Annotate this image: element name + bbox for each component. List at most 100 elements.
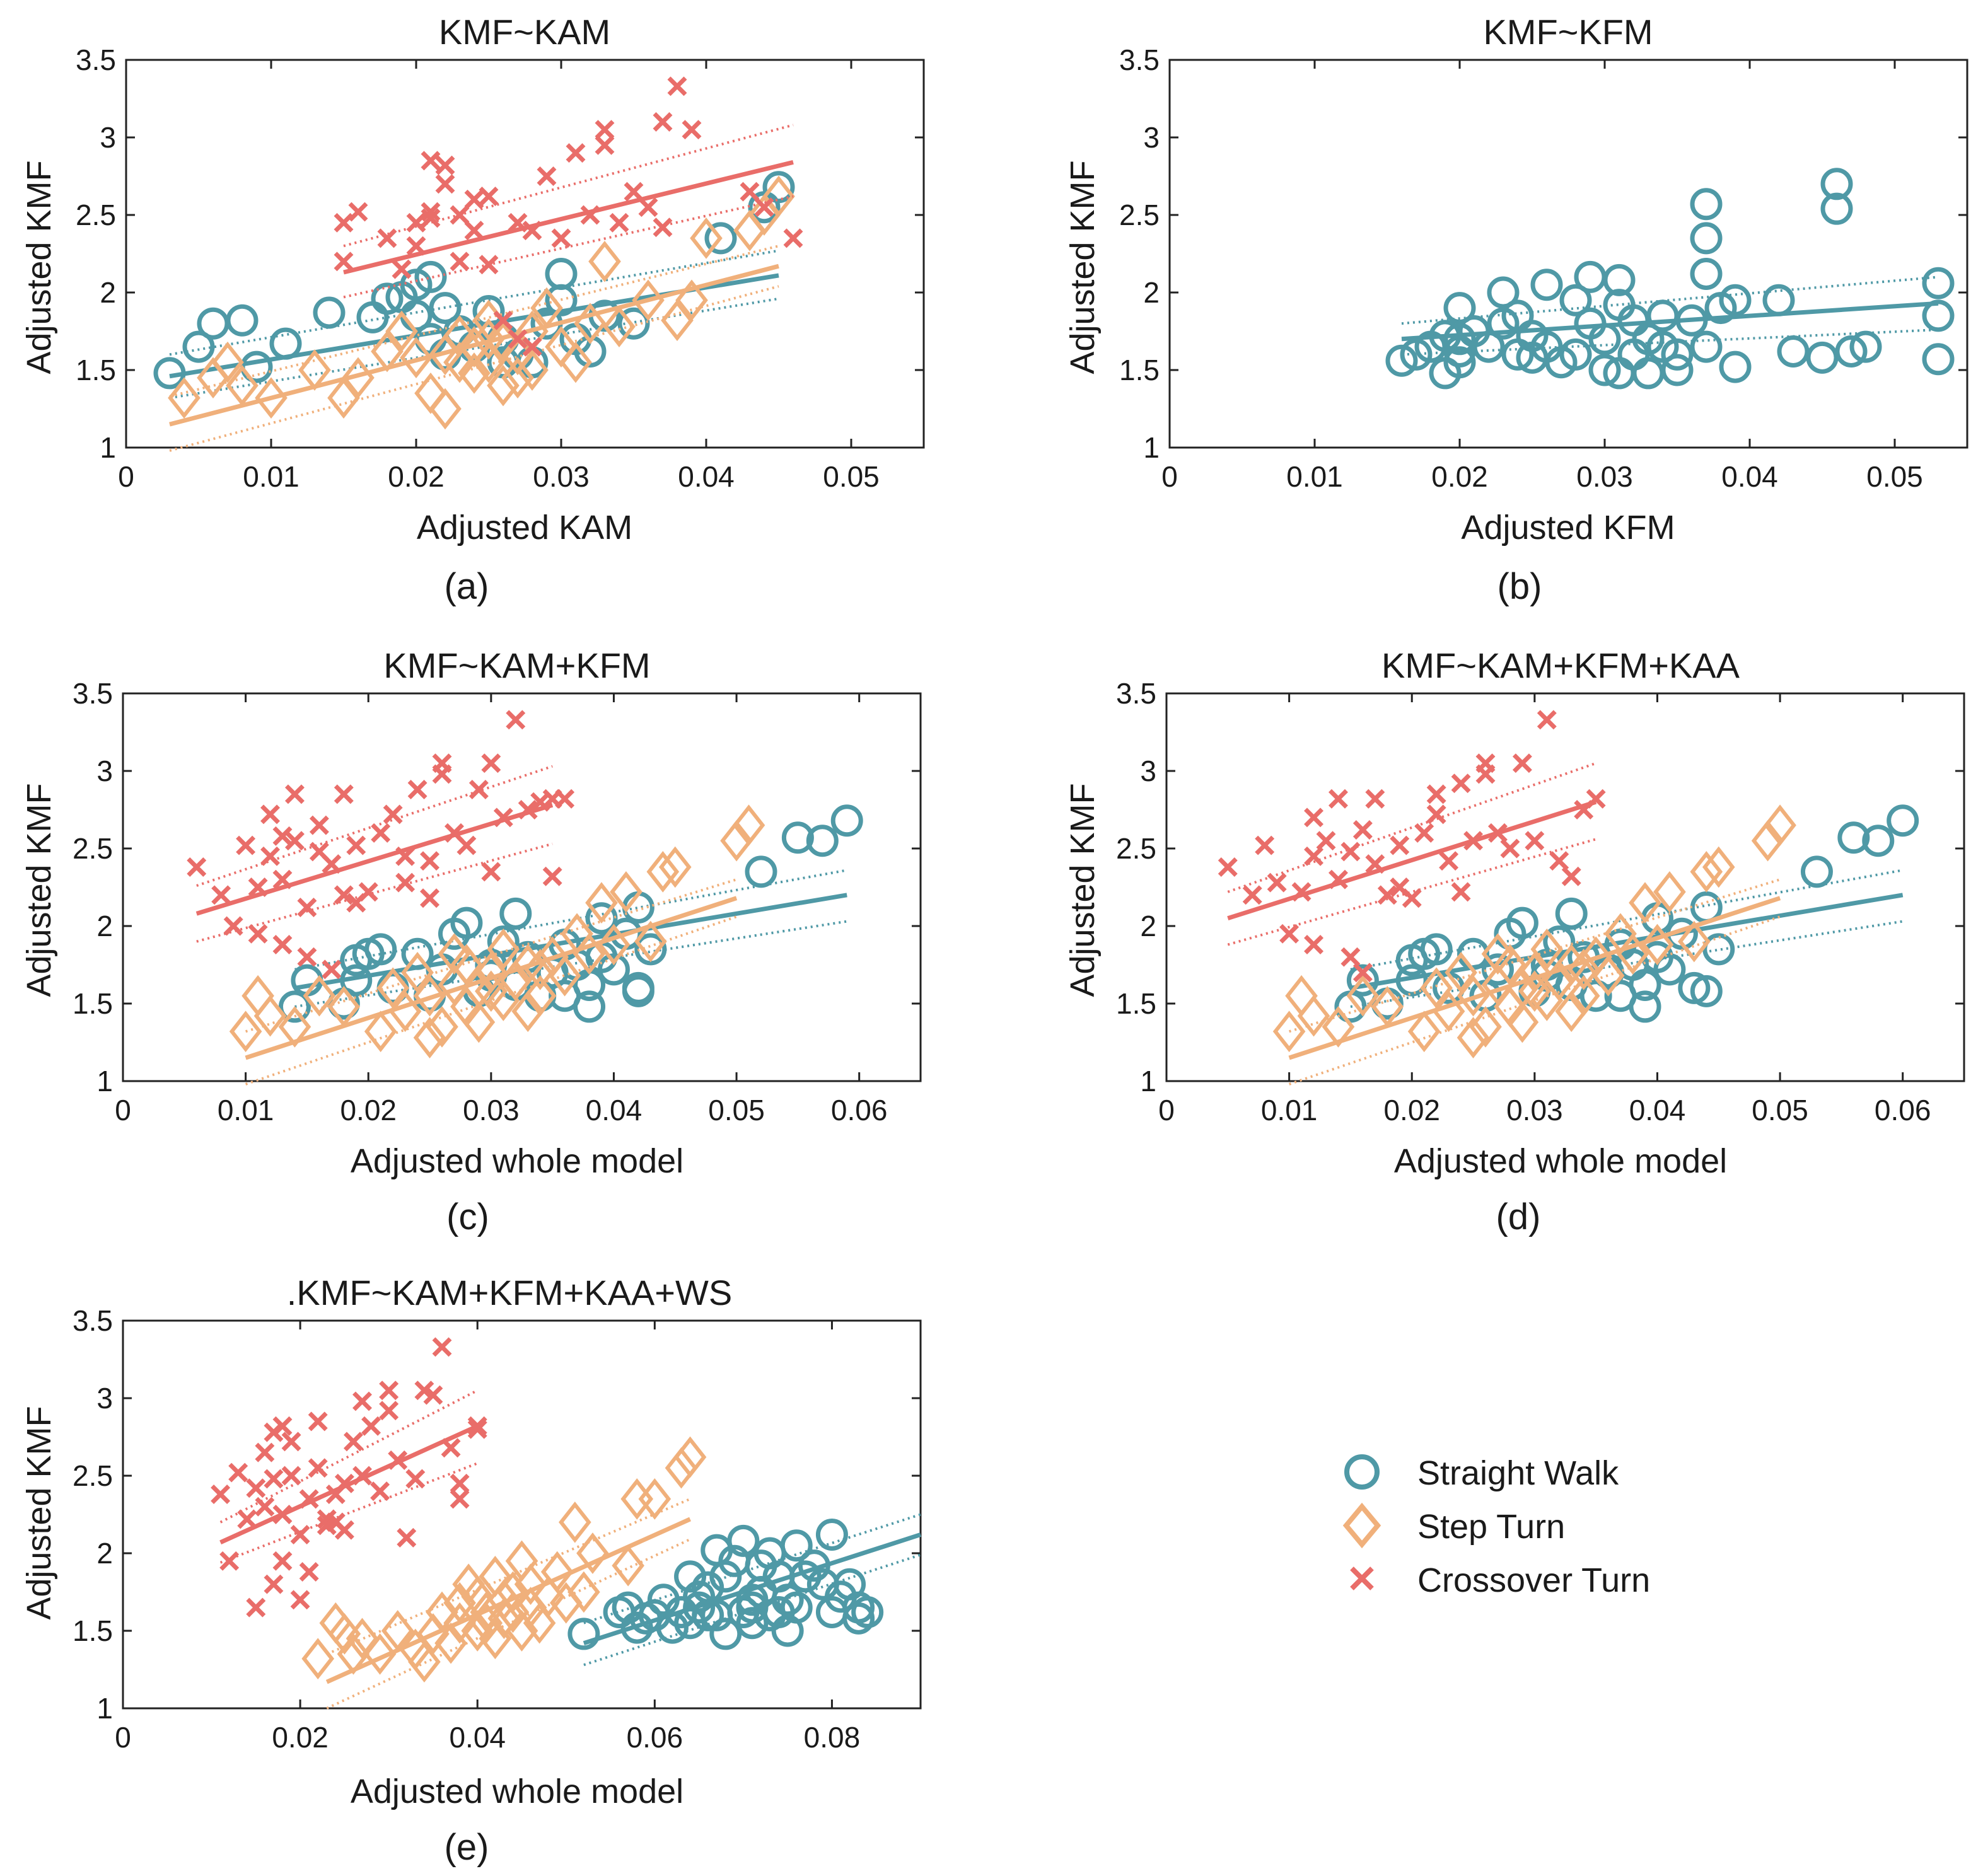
data-point xyxy=(255,377,288,419)
data-point xyxy=(1616,933,1649,975)
y-tick-label: 1.5 xyxy=(1116,987,1156,1020)
x-tick-label: 0.02 xyxy=(1431,460,1488,493)
data-point xyxy=(450,205,470,225)
y-tick-label: 3 xyxy=(96,755,113,787)
data-point xyxy=(1542,959,1576,1001)
data-point xyxy=(588,240,621,282)
data-point xyxy=(407,780,427,799)
x-tick-label: 0.01 xyxy=(1261,1094,1318,1126)
y-tick-label: 1 xyxy=(96,1065,113,1097)
data-point xyxy=(1629,968,1661,1001)
data-point xyxy=(518,800,538,819)
data-point xyxy=(408,1641,441,1683)
data-point xyxy=(278,1006,311,1048)
data-point xyxy=(1500,838,1520,859)
data-point xyxy=(182,330,215,363)
data-point xyxy=(421,208,441,228)
x-tick-label: 0.02 xyxy=(388,460,445,493)
x-tick-label: 0.01 xyxy=(243,460,299,493)
data-point xyxy=(574,303,607,345)
data-point xyxy=(352,1391,372,1411)
data-point xyxy=(481,862,501,882)
data-point xyxy=(762,171,795,204)
data-point xyxy=(1675,304,1708,337)
data-point xyxy=(1443,292,1476,325)
diamond-icon xyxy=(1342,1502,1381,1549)
data-point xyxy=(1537,710,1557,730)
data-point xyxy=(429,388,462,430)
data-point xyxy=(443,315,476,357)
data-point xyxy=(1407,1010,1441,1053)
data-point xyxy=(435,174,455,194)
plot-frame xyxy=(125,59,925,449)
data-point xyxy=(1487,276,1520,309)
data-point xyxy=(248,924,268,944)
data-point xyxy=(830,804,863,837)
data-point xyxy=(376,967,409,1009)
data-point xyxy=(237,1509,257,1529)
data-point xyxy=(1632,357,1665,390)
data-point xyxy=(1267,872,1287,893)
data-point xyxy=(1506,967,1539,1009)
data-point xyxy=(1426,784,1446,804)
regression-line xyxy=(1288,896,1781,1060)
data-point xyxy=(1420,967,1453,1009)
data-point xyxy=(1518,951,1551,993)
data-point xyxy=(450,906,483,939)
x-tick-label: 0.03 xyxy=(463,1094,520,1126)
data-point xyxy=(1678,920,1711,963)
circle-icon xyxy=(1344,1454,1380,1490)
data-point xyxy=(1567,975,1600,1017)
x-tick-label: 0.03 xyxy=(533,460,590,493)
x-tick-label: 0.01 xyxy=(218,1094,274,1126)
data-point xyxy=(443,1582,476,1624)
data-point xyxy=(658,846,692,888)
panel-caption: (d) xyxy=(1496,1196,1541,1237)
x-tick-label: 0.02 xyxy=(340,1094,397,1126)
data-point xyxy=(413,1017,446,1058)
data-point xyxy=(401,951,434,993)
y-tick-label: 1 xyxy=(1140,1065,1156,1097)
data-point xyxy=(1764,804,1796,846)
data-point xyxy=(1365,789,1385,809)
data-point xyxy=(1661,338,1694,371)
data-point xyxy=(413,975,446,1017)
panel-caption: (b) xyxy=(1497,566,1542,607)
y-tick-label: 3.5 xyxy=(1116,677,1156,710)
panel-d: KMF~KAM+KFM+KAA Adjusted whole model Adj… xyxy=(1064,646,1965,1237)
y-tick-label: 2.5 xyxy=(73,832,113,865)
x-tick-label: 0.05 xyxy=(823,460,880,493)
data-point xyxy=(1365,854,1385,874)
series-crossover-turn xyxy=(187,710,575,980)
x-tick-label: 0.06 xyxy=(627,1721,683,1754)
data-point xyxy=(1439,851,1459,871)
legend-label: Crossover Turn xyxy=(1417,1561,1650,1599)
data-point xyxy=(462,967,496,1009)
y-axis-label: Adjusted KMF xyxy=(1064,160,1102,374)
data-point xyxy=(1653,953,1686,986)
data-point xyxy=(371,282,404,315)
data-point xyxy=(603,306,636,347)
x-axis-label: Adjusted KFM xyxy=(1461,509,1675,547)
data-point xyxy=(1390,835,1410,855)
data-point xyxy=(281,1466,301,1486)
data-point xyxy=(1530,269,1563,301)
data-point xyxy=(624,182,644,202)
data-point xyxy=(501,357,534,399)
y-tick-label: 3 xyxy=(1140,755,1156,787)
data-point xyxy=(762,175,795,217)
data-point xyxy=(1603,263,1636,296)
data-point xyxy=(727,1524,760,1557)
panel-e: .KMF~KAM+KFM+KAA+WS Adjusted whole model… xyxy=(20,1273,922,1868)
data-point xyxy=(638,1478,672,1520)
y-tick-label: 1 xyxy=(96,1692,113,1725)
data-point xyxy=(472,341,505,383)
data-point xyxy=(1475,764,1496,784)
data-point xyxy=(1291,882,1311,902)
x-tick-label: 0.04 xyxy=(678,460,735,493)
data-point xyxy=(385,310,418,352)
data-point xyxy=(499,897,532,930)
data-point xyxy=(334,212,354,233)
data-point xyxy=(264,1469,284,1489)
data-point xyxy=(545,284,578,316)
